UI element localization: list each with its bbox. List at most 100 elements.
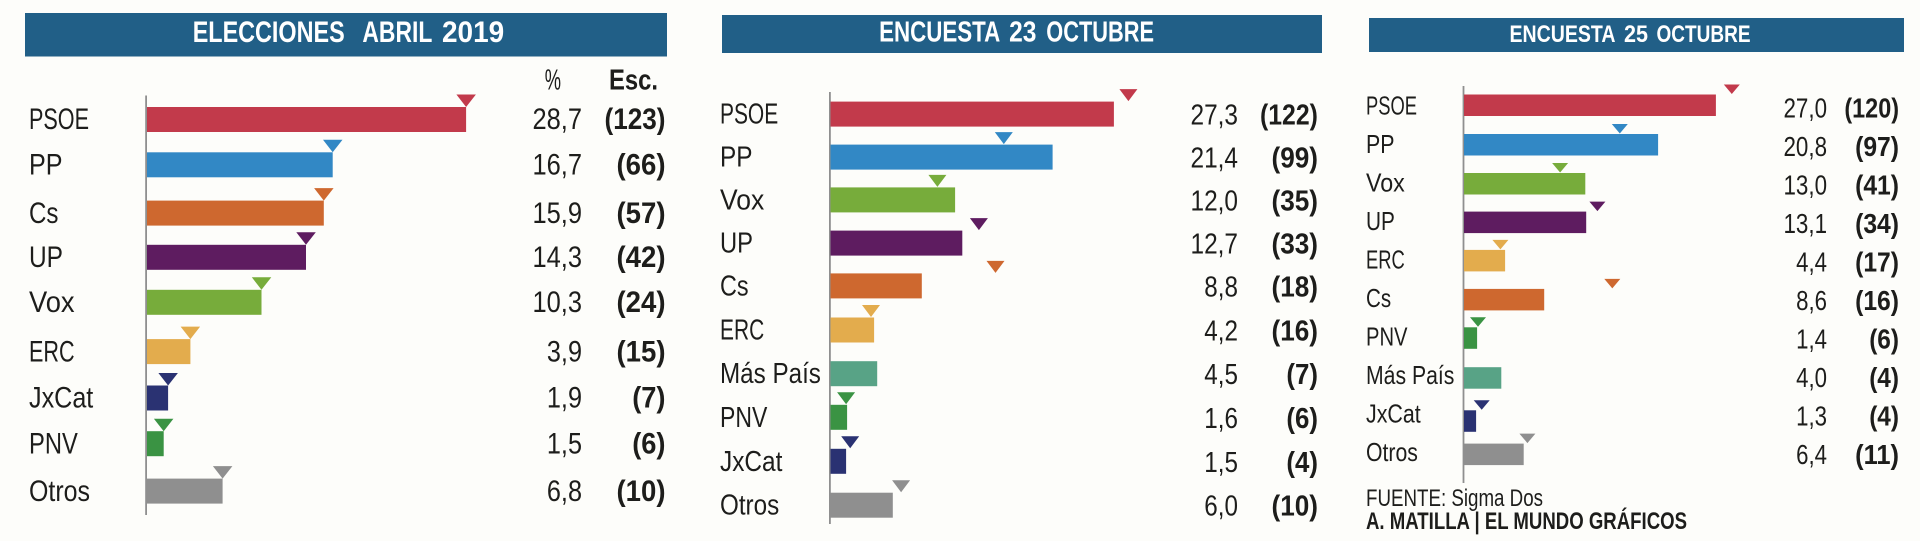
svg-text:JxCat: JxCat (29, 382, 94, 415)
svg-text:Vox: Vox (720, 184, 765, 216)
svg-text:1,9: 1,9 (547, 382, 582, 415)
svg-text:FUENTE: Sigma Dos: FUENTE: Sigma Dos (1366, 485, 1543, 512)
svg-text:1,5: 1,5 (1204, 447, 1238, 479)
svg-text:4,5: 4,5 (1204, 359, 1238, 391)
svg-text:(7): (7) (1286, 359, 1318, 391)
svg-text:ELECCIONES: ELECCIONES (193, 16, 345, 49)
svg-text:(57): (57) (617, 197, 666, 230)
svg-text:(10): (10) (617, 475, 666, 508)
svg-text:Vox: Vox (1366, 168, 1405, 198)
svg-text:UP: UP (1366, 206, 1395, 236)
svg-text:ERC: ERC (29, 335, 75, 368)
svg-text:ENCUESTA: ENCUESTA (879, 17, 1000, 49)
svg-text:1,5: 1,5 (547, 427, 582, 460)
svg-text:(6): (6) (632, 427, 665, 460)
svg-text:10,3: 10,3 (533, 286, 583, 319)
svg-text:(33): (33) (1272, 229, 1319, 261)
svg-text:2019: 2019 (442, 16, 504, 49)
svg-text:(99): (99) (1272, 143, 1319, 175)
svg-text:(7): (7) (632, 382, 665, 415)
svg-text:(41): (41) (1855, 169, 1899, 200)
svg-text:Esc.: Esc. (609, 65, 658, 97)
svg-text:25: 25 (1624, 21, 1648, 48)
svg-text:(123): (123) (605, 103, 666, 136)
svg-text:14,3: 14,3 (533, 241, 583, 274)
svg-text:(34): (34) (1855, 208, 1899, 239)
svg-text:%: % (545, 65, 561, 97)
svg-text:(10): (10) (1272, 491, 1319, 523)
svg-text:JxCat: JxCat (720, 446, 782, 478)
svg-text:4,2: 4,2 (1204, 316, 1238, 348)
svg-text:(24): (24) (617, 286, 666, 319)
svg-text:(122): (122) (1260, 100, 1318, 132)
svg-text:UP: UP (29, 241, 63, 274)
svg-text:OCTUBRE: OCTUBRE (1657, 21, 1751, 48)
svg-text:PNV: PNV (29, 427, 78, 460)
svg-text:12,0: 12,0 (1191, 185, 1239, 217)
svg-text:6,4: 6,4 (1796, 439, 1827, 470)
svg-text:PSOE: PSOE (720, 99, 778, 131)
svg-text:27,3: 27,3 (1191, 100, 1239, 132)
svg-text:(11): (11) (1855, 439, 1899, 470)
svg-text:1,4: 1,4 (1796, 323, 1827, 354)
svg-text:Otros: Otros (720, 490, 779, 522)
svg-text:21,4: 21,4 (1191, 143, 1239, 175)
svg-text:PNV: PNV (1366, 322, 1408, 352)
svg-text:ABRIL: ABRIL (362, 16, 432, 49)
svg-text:ERC: ERC (720, 315, 764, 347)
svg-text:Más País: Más País (1366, 360, 1454, 390)
svg-text:PP: PP (720, 142, 753, 174)
svg-text:3,9: 3,9 (547, 335, 582, 368)
svg-text:28,7: 28,7 (533, 103, 583, 136)
svg-text:23: 23 (1009, 17, 1036, 49)
svg-text:A. MATILLA | EL MUNDO GRÁFICOS: A. MATILLA | EL MUNDO GRÁFICOS (1366, 507, 1687, 535)
svg-text:Otros: Otros (29, 475, 90, 508)
svg-text:UP: UP (720, 228, 753, 260)
svg-text:16,7: 16,7 (533, 149, 583, 182)
svg-text:(15): (15) (617, 335, 666, 368)
svg-text:(97): (97) (1855, 131, 1899, 162)
svg-text:PNV: PNV (720, 402, 768, 434)
svg-text:Cs: Cs (1366, 283, 1391, 313)
svg-text:8,6: 8,6 (1796, 285, 1827, 316)
svg-text:PSOE: PSOE (29, 103, 89, 136)
svg-text:Cs: Cs (29, 197, 59, 230)
svg-text:8,8: 8,8 (1204, 271, 1238, 303)
svg-text:Vox: Vox (29, 286, 75, 319)
svg-text:(16): (16) (1855, 285, 1899, 316)
svg-text:PSOE: PSOE (1366, 91, 1417, 121)
svg-text:(120): (120) (1844, 92, 1899, 123)
svg-text:6,8: 6,8 (547, 475, 582, 508)
svg-text:(4): (4) (1286, 447, 1318, 479)
svg-text:(17): (17) (1855, 246, 1899, 277)
svg-text:12,7: 12,7 (1191, 229, 1239, 261)
svg-text:6,0: 6,0 (1204, 491, 1238, 523)
svg-text:1,3: 1,3 (1796, 400, 1827, 431)
svg-text:PP: PP (29, 149, 63, 182)
svg-text:PP: PP (1366, 129, 1395, 159)
svg-text:(4): (4) (1869, 400, 1899, 431)
svg-text:13,1: 13,1 (1784, 208, 1828, 239)
svg-text:13,0: 13,0 (1784, 169, 1828, 200)
svg-text:15,9: 15,9 (533, 197, 583, 230)
svg-text:(4): (4) (1869, 362, 1899, 393)
svg-text:Cs: Cs (720, 270, 749, 302)
svg-text:(18): (18) (1272, 271, 1319, 303)
svg-text:Otros: Otros (1366, 437, 1418, 467)
svg-text:4,0: 4,0 (1796, 362, 1827, 393)
svg-text:JxCat: JxCat (1366, 399, 1421, 429)
svg-text:ERC: ERC (1366, 245, 1405, 275)
svg-text:(66): (66) (617, 149, 666, 182)
svg-text:1,6: 1,6 (1204, 403, 1238, 435)
svg-text:OCTUBRE: OCTUBRE (1046, 17, 1154, 49)
svg-text:(6): (6) (1869, 323, 1899, 354)
svg-text:(42): (42) (617, 241, 666, 274)
svg-text:20,8: 20,8 (1784, 131, 1828, 162)
svg-text:4,4: 4,4 (1796, 246, 1827, 277)
svg-text:ENCUESTA: ENCUESTA (1510, 21, 1616, 48)
svg-text:(6): (6) (1286, 403, 1318, 435)
svg-text:27,0: 27,0 (1784, 92, 1828, 123)
svg-text:Más País: Más País (720, 358, 821, 390)
svg-text:(16): (16) (1272, 316, 1319, 348)
svg-text:(35): (35) (1272, 185, 1319, 217)
